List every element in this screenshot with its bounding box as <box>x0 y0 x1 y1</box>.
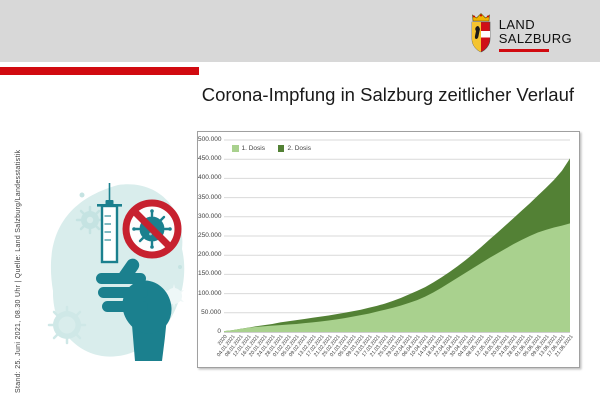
chart-legend: 1. Dosis 2. Dosis <box>232 145 311 152</box>
background-starburst-icon <box>164 284 184 308</box>
y-tick-label: 150.000 <box>198 270 222 278</box>
logo-red-underline <box>498 49 549 52</box>
legend-label-dosis2: 2. Dosis <box>287 145 311 152</box>
no-virus-sign-icon <box>122 199 182 259</box>
legend-item-dosis1: 1. Dosis <box>232 145 265 152</box>
chart-areas <box>224 140 570 332</box>
vaccination-illustration <box>47 183 185 361</box>
header-band: LAND SALZBURG <box>0 0 600 62</box>
salzburg-coat-of-arms-icon <box>471 13 491 53</box>
background-virus-icon <box>75 205 105 235</box>
y-tick-label: 450.000 <box>198 155 222 163</box>
y-tick-label: 100.000 <box>198 289 222 297</box>
red-accent-bar <box>0 67 199 75</box>
legend-swatch-dosis1 <box>232 145 239 152</box>
background-virus-outline-icon <box>47 305 87 345</box>
y-tick-label: 50.000 <box>201 308 221 316</box>
source-note: Stand: 25. Juni 2021, 08.30 Uhr | Quelle… <box>15 149 22 393</box>
logo-line2: SALZBURG <box>498 31 572 46</box>
syringe-icon <box>97 183 122 264</box>
land-salzburg-logo: LAND SALZBURG <box>469 12 572 54</box>
hand-icon <box>96 258 172 361</box>
y-tick-label: 200.000 <box>198 251 222 259</box>
logo-line1: LAND <box>498 17 535 32</box>
y-tick-label: 300.000 <box>198 212 222 220</box>
legend-swatch-dosis2 <box>277 145 285 152</box>
legend-item-dosis2: 2. Dosis <box>277 145 311 152</box>
y-tick-label: 400.000 <box>198 174 222 182</box>
legend-label-dosis1: 1. Dosis <box>241 145 265 152</box>
chart-panel: 500.000 450.000 400.000 350.000 300.000 250.0… <box>197 131 580 368</box>
page-title: Corona-Impfung in Salzburg zeitlicher Ve… <box>201 84 574 105</box>
y-tick-label: 350.000 <box>198 193 222 201</box>
y-tick-label: 500.000 <box>198 136 222 143</box>
y-axis-labels: 500.000 450.000 400.000 350.000 300.000 250.0… <box>198 132 222 367</box>
y-tick-label: 250.000 <box>198 232 222 239</box>
y-tick-label: 0 <box>217 328 221 335</box>
x-axis-labels: 2020 04.01.2021 08.01.2021 12.01.2021 16.01.… <box>198 132 579 367</box>
